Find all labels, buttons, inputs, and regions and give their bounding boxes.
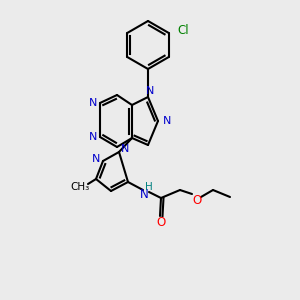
Text: N: N xyxy=(92,154,100,164)
Text: N: N xyxy=(121,144,129,154)
Text: N: N xyxy=(163,116,171,126)
Text: O: O xyxy=(156,215,166,229)
Text: H: H xyxy=(145,182,153,192)
Text: N: N xyxy=(89,98,97,108)
Text: CH₃: CH₃ xyxy=(70,182,90,192)
Text: O: O xyxy=(192,194,202,208)
Text: N: N xyxy=(140,188,148,202)
Text: Cl: Cl xyxy=(177,23,189,37)
Text: N: N xyxy=(146,86,154,96)
Text: N: N xyxy=(89,132,97,142)
